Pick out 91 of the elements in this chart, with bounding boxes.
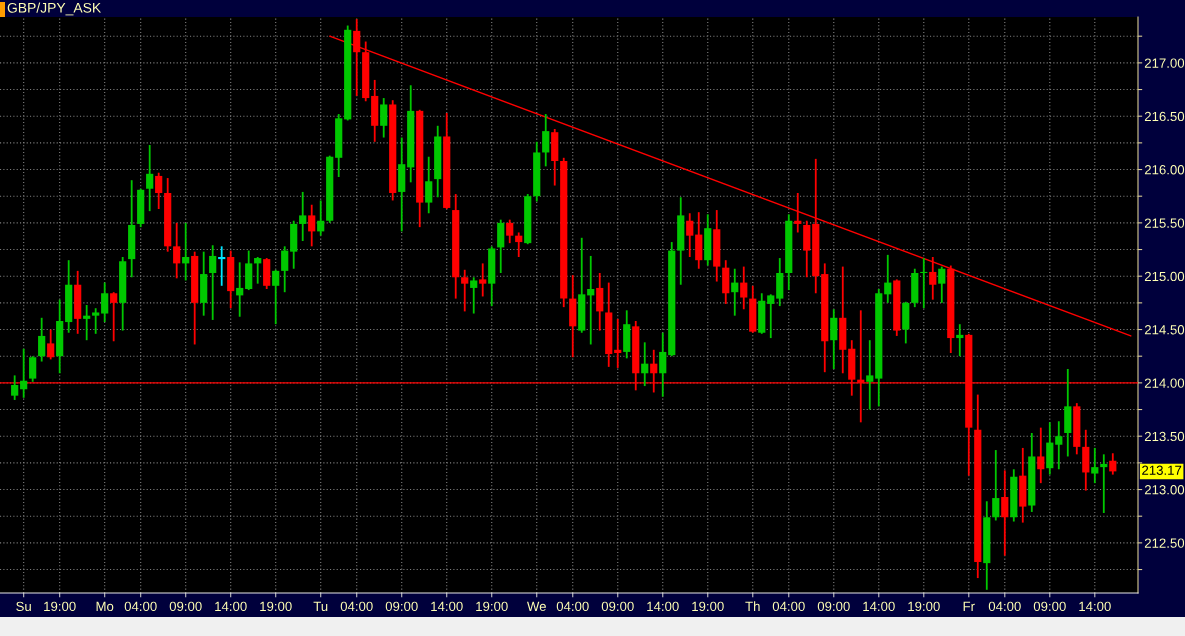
y-tick-label: 214.00 — [1144, 378, 1185, 388]
candlestick — [101, 281, 109, 323]
candlestick — [92, 307, 100, 335]
x-tick-label: 04:00 — [988, 601, 1021, 612]
candlestick — [281, 245, 289, 294]
candlestick — [767, 293, 775, 339]
candlestick — [794, 192, 802, 234]
candlestick — [686, 212, 694, 258]
candlestick — [830, 308, 838, 370]
x-tick-label: 09:00 — [1033, 601, 1066, 612]
candlestick — [272, 268, 280, 326]
candlestick — [461, 268, 469, 313]
candlestick — [587, 255, 595, 346]
x-tick-label: 09:00 — [817, 601, 850, 612]
candlestick — [209, 244, 217, 321]
candlestick — [596, 272, 604, 332]
candlestick — [992, 449, 1000, 522]
candlestick — [217, 245, 227, 287]
candlestick — [542, 113, 550, 168]
x-tick-label: 19:00 — [476, 601, 508, 612]
x-tick-label: 09:00 — [169, 601, 202, 612]
candlestick — [740, 265, 748, 311]
x-tick-label: Fr — [963, 601, 975, 611]
candlestick — [1037, 426, 1045, 485]
candlestick — [506, 218, 514, 245]
x-tick-label: 14:00 — [431, 601, 463, 612]
x-tick-label: Mo — [96, 601, 114, 612]
x-tick-label: 04:00 — [340, 601, 373, 612]
candlestick — [146, 144, 154, 213]
candlestick — [254, 256, 262, 285]
candlestick — [308, 203, 316, 248]
x-tick-label: 19:00 — [260, 601, 292, 612]
x-tick-label: 14:00 — [647, 601, 679, 612]
x-tick-label: Tu — [313, 601, 328, 612]
y-tick-label: 216.50 — [1144, 111, 1185, 122]
x-tick-label: 09:00 — [601, 601, 634, 612]
y-tick-label: 214.50 — [1144, 325, 1185, 335]
candlestick — [380, 97, 388, 139]
candlestick — [479, 262, 487, 298]
candlestick — [11, 374, 19, 401]
candlestick — [1055, 420, 1063, 471]
candlestick — [614, 317, 622, 369]
candlestick — [1001, 469, 1009, 557]
candlestick — [641, 341, 649, 387]
chart-title: GBP/JPY_ASK — [7, 2, 102, 16]
candlestick — [1109, 452, 1117, 476]
candlestick — [299, 191, 307, 242]
candlestick — [47, 328, 55, 361]
y-tick-label: 215.00 — [1144, 271, 1185, 282]
y-tick-label: 215.50 — [1144, 218, 1185, 228]
candlestick — [929, 256, 937, 301]
y-tick-label: 216.00 — [1144, 165, 1185, 175]
x-tick-label: 04:00 — [556, 601, 589, 612]
y-tick-label: 217.00 — [1144, 58, 1185, 68]
candlestick — [83, 304, 91, 342]
x-tick-label: 19:00 — [44, 601, 76, 612]
x-tick-label: 04:00 — [772, 601, 805, 612]
x-tick-label: 14:00 — [1079, 601, 1111, 612]
candlestick — [317, 199, 325, 237]
y-tick-label: 213.50 — [1144, 431, 1185, 442]
y-tick-label: 212.50 — [1144, 538, 1185, 548]
y-tick-label: 213.00 — [1144, 485, 1185, 495]
x-tick-label: 19:00 — [692, 601, 724, 612]
candlestick — [1091, 447, 1099, 485]
candlestick — [956, 323, 964, 358]
candlestick — [515, 231, 523, 258]
x-tick-label: 09:00 — [385, 601, 418, 612]
x-tick-label: Su — [16, 601, 31, 612]
candlestick — [38, 316, 46, 363]
candlestick — [29, 355, 37, 383]
x-tick-label: Th — [745, 601, 760, 611]
candlestick — [470, 276, 478, 315]
candlestick — [1100, 453, 1108, 514]
x-tick-label: 19:00 — [908, 601, 940, 612]
candlestick — [884, 253, 892, 304]
candlestick — [731, 267, 739, 317]
candlestick — [182, 221, 190, 282]
candlestick — [155, 171, 163, 210]
candlestick — [236, 261, 244, 318]
x-tick-label: 14:00 — [863, 601, 895, 612]
candlestick — [866, 339, 874, 411]
candlestick — [659, 331, 667, 398]
candlestick — [173, 221, 181, 280]
candlestick — [110, 291, 118, 343]
x-tick-label: 04:00 — [124, 601, 157, 612]
candlestick — [425, 155, 433, 215]
x-tick-label: We — [527, 601, 546, 612]
candlestick — [938, 265, 946, 304]
x-tick-label: 14:00 — [215, 601, 247, 612]
text: 213.17 — [1142, 465, 1182, 475]
candlestick — [20, 347, 28, 399]
